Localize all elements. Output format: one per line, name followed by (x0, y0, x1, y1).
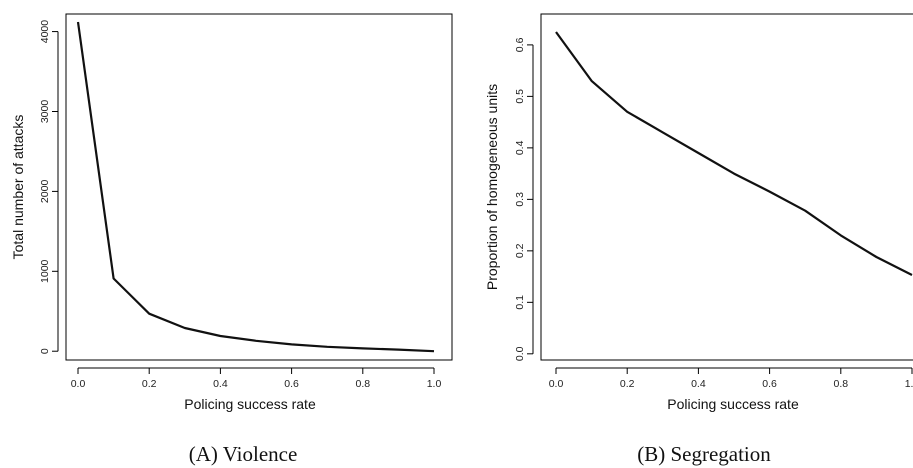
panel-violence: 0.0 0.2 0.4 0.6 0.8 1.0 0 1000 2000 3000 4000 Pol… (10, 13, 453, 466)
x-tick-label-segregation: 0.6 (762, 378, 777, 390)
x-tick-label-segregation: 0.0 (549, 378, 564, 390)
y-tick-label-segregation: 0.5 (514, 89, 526, 104)
plot-frame-violence (65, 13, 453, 361)
y-axis-segregation: 0.0 0.1 0.2 0.3 0.4 0.5 0.6 (514, 37, 534, 361)
x-axis-title-violence: Policing success rate (184, 396, 316, 412)
x-axis-violence: 0.0 0.2 0.4 0.6 0.8 1.0 (71, 367, 442, 390)
series-line-violence (76, 21, 435, 353)
x-tick-label-violence: 0.2 (142, 378, 157, 390)
y-tick-label-violence: 0 (39, 348, 51, 354)
x-axis-title-segregation: Policing success rate (667, 396, 799, 412)
y-tick-label-violence: 2000 (39, 180, 51, 204)
series-line-segregation (555, 31, 913, 276)
y-axis-violence: 0 1000 2000 3000 4000 (39, 20, 59, 354)
y-tick-label-violence: 1000 (39, 259, 51, 283)
x-tick-label-violence: 1.0 (427, 378, 442, 390)
y-tick-label-segregation: 0.2 (514, 243, 526, 258)
y-tick-label-segregation: 0.3 (514, 192, 526, 207)
x-tick-label-segregation: 1.0 (905, 378, 913, 390)
caption-segregation: (B) Segregation (637, 442, 771, 466)
x-tick-label-violence: 0.8 (355, 378, 370, 390)
x-tick-label-violence: 0.4 (213, 378, 228, 390)
y-tick-label-violence: 4000 (39, 20, 51, 44)
x-tick-label-violence: 0.0 (71, 378, 86, 390)
x-tick-label-segregation: 0.2 (620, 378, 635, 390)
y-tick-label-segregation: 0.4 (514, 140, 526, 155)
panel-segregation: 0.0 0.2 0.4 0.6 0.8 1.0 0.0 0.1 0.2 0.3 0.4 0.5 0.6… (484, 13, 913, 466)
x-tick-label-segregation: 0.4 (691, 378, 706, 390)
caption-violence: (A) Violence (189, 442, 298, 466)
x-axis-segregation: 0.0 0.2 0.4 0.6 0.8 1.0 (549, 367, 913, 390)
y-tick-label-segregation: 0.0 (514, 346, 526, 361)
x-tick-label-violence: 0.6 (284, 378, 299, 390)
plot-frame-segregation (540, 13, 913, 361)
y-axis-title-segregation: Proportion of homogeneous units (484, 84, 500, 290)
y-axis-title-violence: Total number of attacks (10, 115, 26, 260)
y-tick-label-violence: 3000 (39, 100, 51, 124)
x-tick-label-segregation: 0.8 (833, 378, 848, 390)
y-tick-label-segregation: 0.1 (514, 295, 526, 310)
y-tick-label-segregation: 0.6 (514, 37, 526, 52)
